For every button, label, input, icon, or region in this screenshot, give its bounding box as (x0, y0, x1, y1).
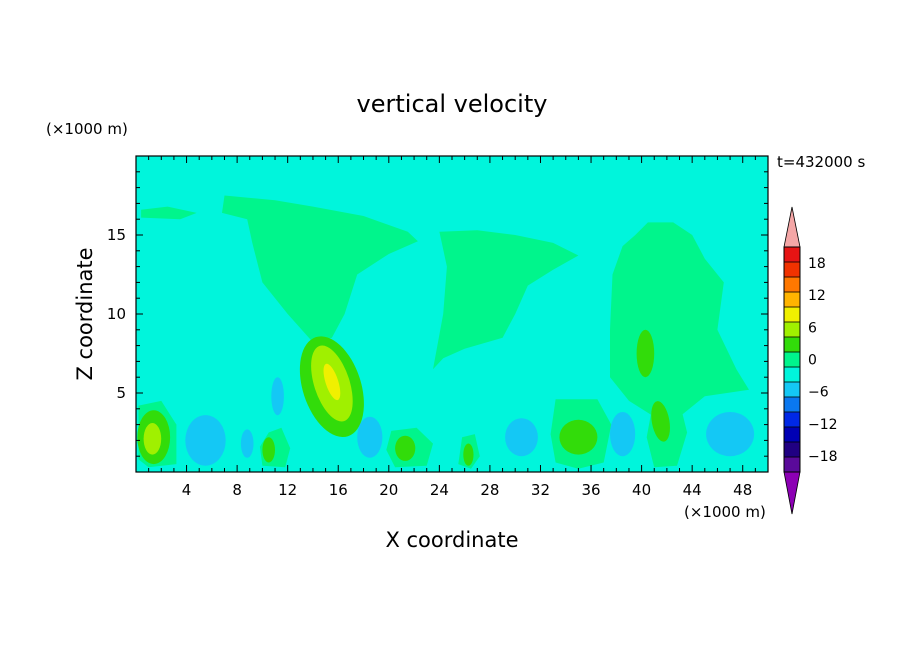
y-tick-label: 10 (107, 305, 126, 323)
x-axis-unit: (×1000 m) (684, 503, 766, 521)
x-axis-ticks: 4 8 12 16 20 24 28 32 36 40 44 48 (135, 156, 769, 499)
colorbar-segment (784, 442, 800, 458)
plot-area (136, 156, 768, 472)
contour-region (357, 416, 383, 458)
x-tick-label: 44 (683, 481, 702, 499)
contour-region (559, 419, 598, 455)
contour-region (143, 423, 162, 455)
colorbar-label: −18 (808, 449, 838, 465)
colorbar: 18 12 6 0 −6 −12 −18 (783, 206, 838, 515)
colorbar-segment (784, 427, 800, 443)
colorbar-segment (784, 412, 800, 428)
colorbar-segment (784, 247, 800, 263)
colorbar-segment (784, 397, 800, 413)
colorbar-frame (783, 246, 801, 473)
colorbar-label: 12 (808, 288, 826, 304)
colorbar-segment (784, 367, 800, 383)
y-axis-ticks: 5 10 15 (107, 155, 768, 473)
x-axis-label: X coordinate (385, 528, 518, 552)
x-tick-label: 36 (581, 481, 600, 499)
colorbar-segment (784, 292, 800, 308)
colorbar-label: −12 (808, 417, 838, 433)
contour-region (651, 401, 670, 442)
colorbar-segment (784, 382, 800, 398)
y-tick-label: 15 (107, 226, 126, 244)
x-tick-label: 8 (232, 481, 242, 499)
contour-region (706, 412, 755, 457)
colorbar-segment (784, 337, 800, 353)
contour-region (185, 415, 226, 466)
colorbar-segment (784, 322, 800, 338)
colorbar-label: 6 (808, 320, 817, 336)
x-tick-label: 28 (480, 481, 499, 499)
contour-region (505, 418, 538, 457)
y-axis-unit: (×1000 m) (46, 120, 128, 138)
contour-region (610, 412, 636, 457)
colorbar-segment (784, 307, 800, 323)
contour-region (395, 435, 416, 461)
contour-region (141, 206, 197, 220)
x-tick-label: 16 (329, 481, 348, 499)
x-tick-label: 20 (379, 481, 398, 499)
y-axis-label: Z coordinate (73, 247, 97, 380)
x-tick-label: 24 (430, 481, 449, 499)
contour-region (222, 195, 418, 343)
contour-region (463, 443, 474, 466)
x-tick-label: 12 (278, 481, 297, 499)
x-tick-label: 40 (632, 481, 651, 499)
colorbar-segment (784, 262, 800, 278)
x-tick-label: 48 (733, 481, 752, 499)
contour-regions (137, 195, 755, 469)
contour-region (240, 429, 254, 458)
contour-region (323, 363, 341, 401)
colorbar-label: −6 (808, 385, 829, 401)
colorbar-label: 0 (808, 353, 817, 369)
x-tick-label: 32 (531, 481, 550, 499)
colorbar-segment (784, 352, 800, 368)
chart-title: vertical velocity (357, 90, 548, 118)
contour-region (636, 329, 655, 378)
colorbar-under-arrow (783, 471, 801, 515)
contour-region (271, 377, 284, 416)
x-tick-label: 4 (182, 481, 192, 499)
colorbar-segment (784, 457, 800, 473)
colorbar-segment (784, 277, 800, 293)
y-tick-label: 5 (116, 384, 126, 402)
colorbar-label: 18 (808, 256, 826, 272)
contour-region (262, 437, 276, 463)
time-label: t=432000 s (777, 153, 865, 171)
contour-region (433, 230, 579, 370)
colorbar-over-arrow (783, 206, 801, 248)
